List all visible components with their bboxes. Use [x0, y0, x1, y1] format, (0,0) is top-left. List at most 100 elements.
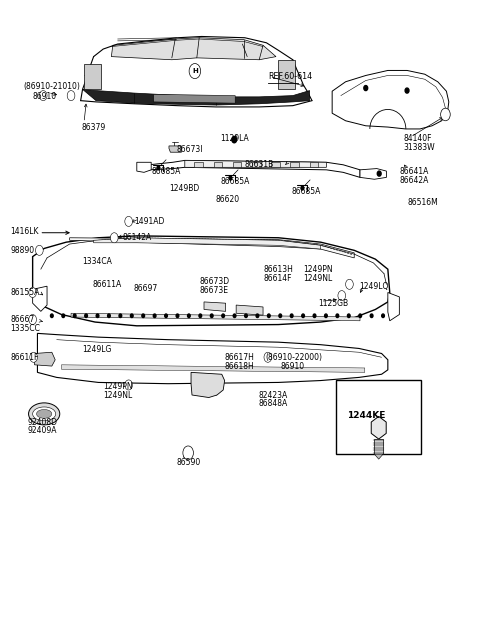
Circle shape [222, 314, 225, 318]
Polygon shape [169, 146, 181, 152]
Ellipse shape [36, 409, 52, 418]
Text: 1125GB: 1125GB [318, 299, 348, 308]
Text: 86620: 86620 [215, 195, 239, 204]
Circle shape [443, 111, 448, 118]
Circle shape [96, 314, 99, 318]
Circle shape [405, 88, 409, 93]
Text: 1249NL: 1249NL [303, 274, 333, 282]
Bar [290, 162, 299, 167]
Text: 1129LA: 1129LA [220, 134, 249, 143]
Polygon shape [371, 416, 386, 439]
Circle shape [131, 314, 133, 318]
Text: 86673I: 86673I [177, 145, 203, 154]
Circle shape [229, 176, 232, 180]
Circle shape [119, 314, 122, 318]
Text: 86618H: 86618H [225, 362, 254, 370]
Circle shape [153, 314, 156, 318]
Circle shape [279, 314, 282, 318]
Polygon shape [374, 454, 383, 459]
Circle shape [346, 279, 353, 289]
Circle shape [110, 233, 118, 243]
Circle shape [29, 314, 36, 325]
Text: 86673D: 86673D [199, 277, 229, 286]
Circle shape [185, 449, 191, 457]
Circle shape [188, 314, 190, 318]
Polygon shape [35, 352, 55, 366]
Bar [194, 162, 203, 167]
Circle shape [176, 314, 179, 318]
Circle shape [232, 136, 237, 143]
Polygon shape [185, 160, 326, 167]
Text: 86910: 86910 [281, 362, 305, 370]
Text: 1249LQ: 1249LQ [359, 282, 388, 291]
Circle shape [377, 171, 381, 176]
Circle shape [39, 91, 47, 101]
Circle shape [112, 235, 116, 240]
Circle shape [125, 380, 132, 390]
Circle shape [142, 314, 144, 318]
Text: 86910: 86910 [33, 92, 57, 101]
Circle shape [157, 166, 160, 170]
Circle shape [364, 86, 368, 91]
Circle shape [29, 287, 36, 298]
Polygon shape [94, 238, 321, 249]
Circle shape [32, 355, 36, 360]
Circle shape [127, 219, 131, 224]
Text: 98890: 98890 [11, 246, 35, 255]
Circle shape [210, 314, 213, 318]
Circle shape [370, 314, 373, 318]
Text: 86642A: 86642A [399, 176, 429, 185]
Text: 86631B: 86631B [245, 160, 274, 169]
Polygon shape [37, 333, 388, 384]
Circle shape [266, 355, 270, 360]
Polygon shape [111, 38, 276, 60]
Text: 86379: 86379 [82, 123, 106, 131]
Bar [214, 162, 222, 167]
Text: 86611A: 86611A [92, 280, 121, 289]
Circle shape [336, 314, 339, 318]
Text: 86611F: 86611F [11, 353, 39, 362]
Circle shape [62, 314, 65, 318]
Circle shape [165, 314, 168, 318]
Circle shape [233, 314, 236, 318]
Circle shape [441, 108, 450, 121]
Circle shape [50, 314, 53, 318]
Text: 82423A: 82423A [258, 391, 288, 399]
Circle shape [348, 314, 350, 318]
Polygon shape [61, 365, 365, 372]
Text: 1334CA: 1334CA [83, 257, 112, 265]
Ellipse shape [33, 407, 56, 421]
Text: 86667: 86667 [11, 315, 35, 324]
Circle shape [290, 314, 293, 318]
Text: 86617H: 86617H [225, 353, 254, 362]
Text: 1249LG: 1249LG [83, 345, 112, 354]
Text: 86590: 86590 [177, 458, 201, 467]
Polygon shape [204, 302, 226, 311]
Text: 1416LK: 1416LK [11, 227, 39, 236]
Text: 86155A: 86155A [11, 288, 40, 297]
Circle shape [31, 290, 35, 295]
Text: 1244KE: 1244KE [347, 411, 385, 420]
Circle shape [36, 245, 43, 255]
Text: 31383W: 31383W [403, 143, 435, 152]
Circle shape [189, 64, 201, 79]
Text: 1335CC: 1335CC [11, 324, 40, 333]
Text: 84140F: 84140F [403, 134, 432, 143]
Circle shape [264, 352, 272, 362]
Text: 1249PN: 1249PN [303, 265, 333, 274]
Text: 86685A: 86685A [292, 187, 321, 196]
Text: 86142A: 86142A [122, 233, 152, 242]
Circle shape [199, 314, 202, 318]
Circle shape [301, 186, 304, 190]
Text: 1249BD: 1249BD [169, 184, 199, 193]
Text: 86685A: 86685A [221, 177, 250, 186]
Circle shape [245, 314, 247, 318]
Bar [233, 162, 241, 167]
Ellipse shape [28, 403, 60, 425]
Circle shape [338, 291, 346, 301]
Text: REF.60-614: REF.60-614 [268, 72, 312, 81]
Text: 86685A: 86685A [151, 167, 180, 175]
Circle shape [324, 314, 327, 318]
Text: 86614F: 86614F [263, 274, 291, 282]
Circle shape [256, 314, 259, 318]
